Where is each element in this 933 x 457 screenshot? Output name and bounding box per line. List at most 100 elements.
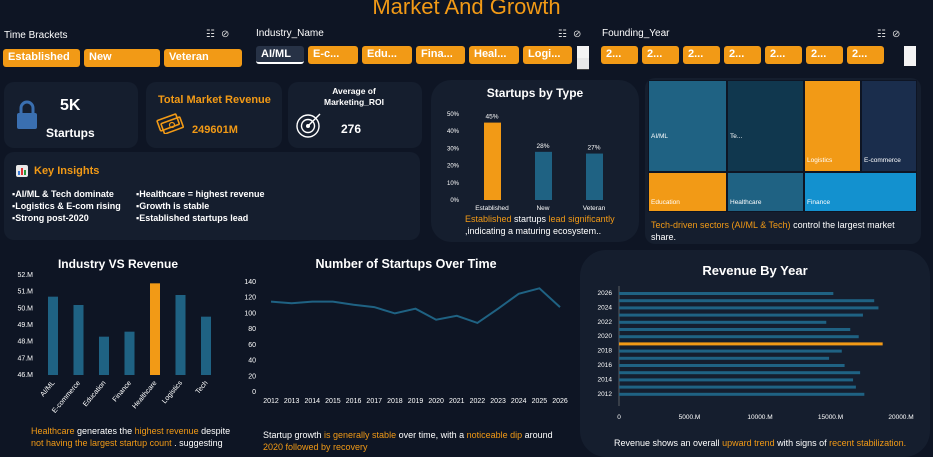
caption-part: startups [511,214,549,224]
founding-slicer-scrollbar[interactable] [904,46,916,66]
startups-time-chart: 0 20 40 60 80 100 120 140 2012 2013 2014 2015 2016 20… [244,279,568,405]
treemap-tile-ecommerce[interactable]: E-commerce [861,80,917,172]
clear-filter-icon[interactable]: ⊘ [220,29,236,40]
industry-slicer-item[interactable]: Fina... [416,46,465,64]
bar [619,371,861,375]
kpi-startups-value: 5K [60,97,81,114]
x-tick-label: 20000.M [888,414,913,421]
treemap-tile-aiml[interactable]: AI/ML [648,80,727,172]
industry-slicer-item[interactable]: Heal... [469,46,519,64]
series-line [270,287,561,325]
y-tick-label: 80 [248,326,256,333]
caption-part: control the largest market [790,220,895,230]
y-tick-label: 50% [447,112,460,118]
caption-part: generates the [74,426,135,436]
y-tick-label: 2018 [598,348,613,355]
industry-slicer-item[interactable]: Logi... [523,46,572,64]
treemap-tile-logistics[interactable]: Logistics [804,80,861,172]
founding-slicer-item[interactable]: 2... [806,46,843,64]
founding-slicer-item[interactable]: 2... [724,46,761,64]
industry-slicer-item[interactable]: AI/ML [256,46,304,64]
data-label: 28% [536,143,549,150]
bar [150,283,160,375]
y-tick-label: 0 [252,389,256,396]
y-tick-label: 100 [244,310,256,317]
x-tick-label: Healthcare [131,380,158,411]
founding-slicer-item[interactable]: 2... [642,46,679,64]
caption-part: Startup growth [263,430,325,440]
data-label: 27% [587,145,600,152]
bar [619,320,827,324]
time-slicer-icons: ☷⊘ [206,29,235,40]
bar [73,305,84,375]
startups-by-type-card: Startups by Type 0% 10% 20% 30% 40% 50% 45% Est… [431,80,639,242]
caption-part: Healthcare [31,426,75,436]
y-tick-label: 2022 [598,319,613,326]
treemap-tile-finance[interactable]: Finance [804,172,917,212]
revenue-year-card: Revenue By Year 2026 2024 2022 2020 2018 2016… [580,250,930,457]
founding-slicer-item[interactable]: 2... [847,46,884,64]
bar [124,331,135,375]
founding-slicer-icons: ☷⊘ [877,29,906,40]
clear-filter-icon[interactable]: ⊘ [891,29,907,40]
x-tick-label: Established [475,205,509,212]
founding-slicer-item[interactable]: 2... [765,46,802,64]
industry-slicer-scrollbar[interactable] [577,46,589,70]
x-tick-label: 10000.M [747,414,772,421]
caption-part: with signs of [774,438,830,448]
kpi-revenue-label: Total Market Revenue [158,94,271,106]
caption-part: over time, with a [396,430,467,440]
multi-select-icon[interactable]: ☷ [558,29,573,40]
startups-time-section: Number of Startups Over Time 0 20 40 60 80 10… [236,250,576,457]
industry-revenue-chart: 46.M47.M48.M49.M50.M51.M52.MAI/MLE-comme… [17,272,211,415]
time-slicer-item[interactable]: Veteran [164,49,242,67]
kpi-roi-card: Average of Marketing_ROI 276 [288,82,422,148]
x-tick-label: AI/ML [39,380,56,399]
bar [619,306,879,310]
multi-select-icon[interactable]: ☷ [877,29,892,40]
bar [619,392,865,396]
y-tick-label: 120 [244,295,256,302]
x-tick-label: 0 [617,414,621,421]
insight-item: ▪Established startups lead [136,213,249,223]
founding-slicer-item[interactable]: 2... [683,46,720,64]
x-tick-label: Veteran [583,205,606,212]
x-tick-label: 2014 [304,398,320,405]
bar [619,292,834,295]
time-slicer-item[interactable]: Established [3,49,80,67]
industry-slicer-item[interactable]: E-c... [308,46,358,64]
y-tick-label: 47.M [17,355,33,362]
key-insights-title: Key Insights [34,165,100,177]
caption-part: Tech-driven sectors (AI/ML & Tech) [651,220,791,230]
founding-slicer-label: Founding_Year [602,28,670,39]
industry-slicer-item[interactable]: Edu... [362,46,412,64]
caption-part: ,indicating a maturing ecosystem.. [465,226,602,236]
time-slicer-item[interactable]: New [84,49,160,67]
lock-icon [17,100,37,129]
y-tick-label: 20% [447,164,460,170]
treemap-tile-healthcare[interactable]: Healthcare [727,172,804,212]
x-tick-label: Finance [112,380,133,404]
treemap-tile-education[interactable]: Education [648,172,727,212]
chart-title: Revenue By Year [702,263,808,278]
kpi-revenue-card: Total Market Revenue 249601M [146,82,282,148]
y-tick-label: 2024 [598,304,613,311]
treemap-tile-tech[interactable]: Te... [727,80,804,172]
multi-select-icon[interactable]: ☷ [206,29,221,40]
x-tick-label: 2021 [449,398,465,405]
clear-filter-icon[interactable]: ⊘ [572,29,588,40]
caption-part: is generally stable [324,430,397,440]
y-tick-label: 2020 [598,333,613,340]
caption-part: highest revenue [134,426,199,436]
chart-title: Industry VS Revenue [57,257,179,271]
x-tick-label: 2023 [490,398,506,405]
x-tick-label: 5000.M [679,414,701,421]
y-tick-label: 20 [248,373,256,380]
founding-slicer-item[interactable]: 2... [601,46,638,64]
bar [619,356,830,360]
money-icon [156,113,184,134]
y-tick-label: 2016 [598,362,613,369]
caption-part: Established [465,214,512,224]
x-tick-label: Logistics [161,379,184,405]
y-tick-label: 2014 [598,376,613,383]
